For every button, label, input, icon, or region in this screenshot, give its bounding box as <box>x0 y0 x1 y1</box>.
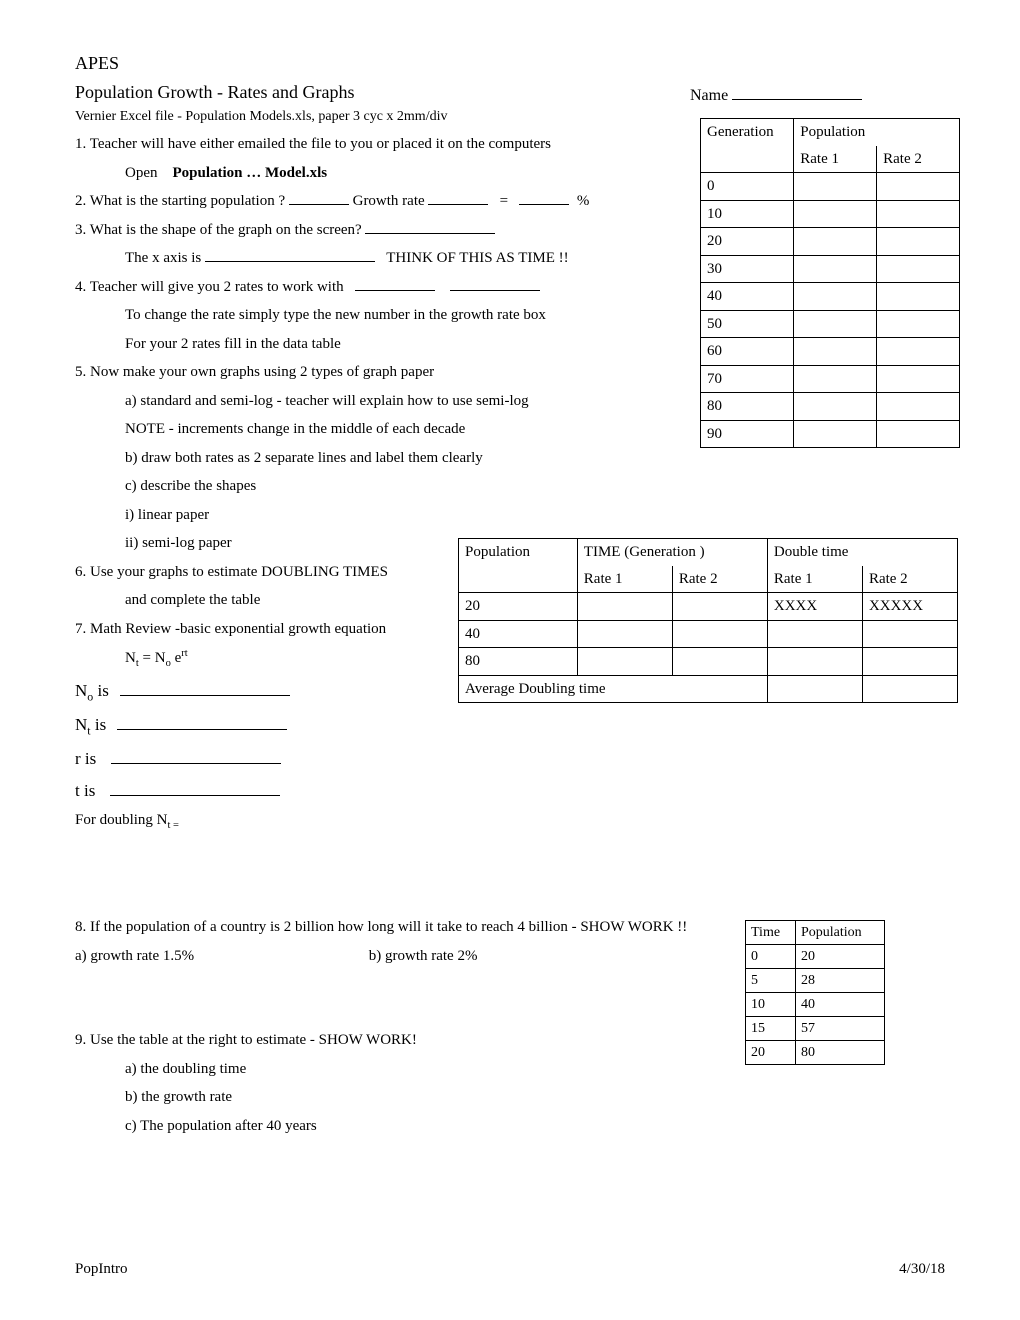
gen-row: 60 <box>701 338 794 366</box>
q2: 2. What is the starting population ? Gro… <box>75 190 715 213</box>
name-label: Name <box>690 87 728 104</box>
q9c: c) The population after 40 years <box>75 1115 945 1138</box>
dbl-row: 40 <box>459 620 578 648</box>
dbl-pop-header: Population <box>459 539 578 593</box>
q7-t: t is <box>75 778 445 804</box>
dbl-row: 20 <box>459 593 578 621</box>
gen-row: 90 <box>701 420 794 448</box>
rate2-header: Rate 2 <box>877 146 960 173</box>
q7-r: r is <box>75 746 445 772</box>
q7-eq: Nt = No ert <box>75 646 445 672</box>
q3-blank[interactable] <box>365 233 495 234</box>
dbl-time-header: TIME (Generation ) <box>577 539 767 566</box>
q5b: b) draw both rates as 2 separate lines a… <box>75 447 715 470</box>
time-header: Time <box>746 921 796 945</box>
q7-nt: Nt is <box>75 712 445 740</box>
gen-row: 70 <box>701 365 794 393</box>
q1-text: 1. Teacher will have either emailed the … <box>75 133 715 156</box>
q7: 7. Math Review -basic exponential growth… <box>75 618 445 641</box>
footer: PopIntro 4/30/18 <box>75 1258 945 1281</box>
q3-axis-blank[interactable] <box>205 261 375 262</box>
dbl-row: 80 <box>459 648 578 676</box>
footer-left: PopIntro <box>75 1258 128 1281</box>
nt-blank[interactable] <box>117 729 287 730</box>
timepop-header: Population <box>796 921 885 945</box>
q7-n0: No is <box>75 678 445 706</box>
footer-right: 4/30/18 <box>899 1258 945 1281</box>
generation-table: Generation Population Rate 1 Rate 2 0 10… <box>700 118 960 448</box>
gen-row: 80 <box>701 393 794 421</box>
gen-row: 50 <box>701 310 794 338</box>
time-row: 5 <box>746 969 796 993</box>
q2-blank3[interactable] <box>519 204 569 205</box>
doubling-table: Population TIME (Generation ) Double tim… <box>458 538 958 703</box>
rate1-header: Rate 1 <box>794 146 877 173</box>
q9b: b) the growth rate <box>75 1086 945 1109</box>
gen-row: 40 <box>701 283 794 311</box>
time-row: 0 <box>746 945 796 969</box>
gen-row: 10 <box>701 200 794 228</box>
gen-header: Generation <box>701 119 794 173</box>
q4-note2: For your 2 rates fill in the data table <box>75 333 715 356</box>
q3-axis: The x axis is THINK OF THIS AS TIME !! <box>75 247 715 270</box>
course-code: APES <box>75 50 945 77</box>
name-blank[interactable] <box>732 99 862 100</box>
q7-doubling: For doubling Nt = <box>75 809 445 834</box>
q5a: a) standard and semi-log - teacher will … <box>75 390 715 413</box>
time-row: 20 <box>746 1041 796 1065</box>
dbl-x1: XXXX <box>767 593 862 621</box>
gen-row: 30 <box>701 255 794 283</box>
q2-blank2[interactable] <box>428 204 488 205</box>
r-blank[interactable] <box>111 763 281 764</box>
dbl-dt-header: Double time <box>767 539 957 566</box>
q4-note1: To change the rate simply type the new n… <box>75 304 715 327</box>
q1-open: Open Population … Model.xls <box>75 162 715 185</box>
gen-row: 0 <box>701 173 794 201</box>
q4-blank2[interactable] <box>450 290 540 291</box>
q5-note: NOTE - increments change in the middle o… <box>75 418 715 441</box>
q5ci: i) linear paper <box>75 504 715 527</box>
q5c: c) describe the shapes <box>75 475 715 498</box>
dbl-x2: XXXXX <box>862 593 957 621</box>
pop-header: Population <box>794 119 960 146</box>
name-field: Name <box>690 84 862 108</box>
q4-blank1[interactable] <box>355 290 435 291</box>
time-population-table: Time Population 020 528 1040 1557 2080 <box>745 920 885 1065</box>
q2-blank1[interactable] <box>289 204 349 205</box>
t-blank[interactable] <box>110 795 280 796</box>
q3: 3. What is the shape of the graph on the… <box>75 219 715 242</box>
time-row: 10 <box>746 993 796 1017</box>
q6: 6. Use your graphs to estimate DOUBLING … <box>75 561 445 584</box>
time-row: 15 <box>746 1017 796 1041</box>
q6-sub: and complete the table <box>75 589 445 612</box>
n0-blank[interactable] <box>120 695 290 696</box>
gen-row: 20 <box>701 228 794 256</box>
q5: 5. Now make your own graphs using 2 type… <box>75 361 715 384</box>
avg-label: Average Doubling time <box>459 675 768 703</box>
q4: 4. Teacher will give you 2 rates to work… <box>75 276 715 299</box>
